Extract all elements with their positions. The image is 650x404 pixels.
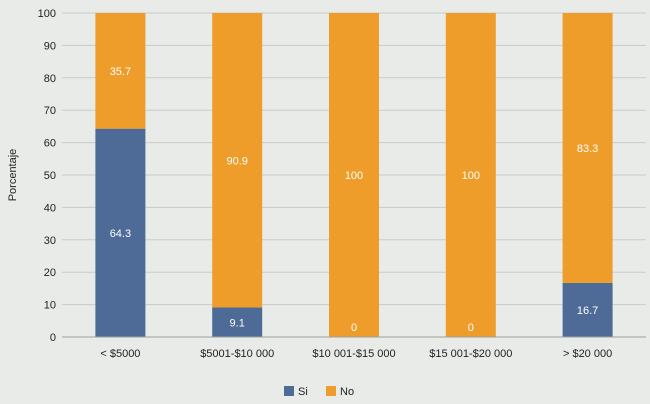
y-tick-label: 90 [44,40,56,52]
x-tick-label: > $20 000 [563,348,612,360]
bar-no [562,13,613,283]
x-tick-label: $5001-$10 000 [200,348,274,360]
legend-swatch-no [326,386,336,396]
bar-si [95,128,146,337]
y-tick-label: 70 [44,105,56,117]
y-tick-label: 100 [38,8,56,20]
legend-label-si: Si [298,386,308,398]
x-tick-label: $15 001-$20 000 [429,348,512,360]
bars [95,13,613,337]
bar-no [212,13,263,308]
legend: Si No [284,386,354,398]
data-label: 35.7 [110,66,131,78]
bar-no [95,13,146,129]
data-label: 100 [462,170,480,182]
bar-si [562,282,613,337]
y-tick-label: 60 [44,138,56,150]
y-axis-label: Porcentaje [7,149,19,202]
data-label: 0 [468,322,474,334]
data-label: 90.9 [226,155,247,167]
data-label: 9.1 [230,317,245,329]
bar-no [445,13,496,337]
y-tick-label: 20 [44,267,56,279]
y-tick-label: 10 [44,300,56,312]
x-axis-ticks: < $5000 $5001-$10 000 $10 001-$15 000 $15 0… [100,348,612,360]
y-tick-label: 50 [44,170,56,182]
y-tick-label: 40 [44,202,56,214]
legend-swatch-si [284,386,294,396]
data-label: 100 [345,170,363,182]
legend-label-no: No [340,386,354,398]
y-tick-label: 30 [44,235,56,247]
x-tick-label: < $5000 [100,348,140,360]
data-label: 16.7 [577,305,598,317]
data-label: 0 [351,322,357,334]
data-labels: 64.3 35.7 9.1 90.9 0 100 0 100 16.7 83.3 [110,66,599,334]
y-axis-ticks: 0 10 20 30 40 50 60 70 80 90 100 [38,8,56,344]
bar-no [329,13,379,337]
data-label: 83.3 [577,143,598,155]
bar-si [212,307,263,337]
x-tick-label: $10 001-$15 000 [312,348,395,360]
y-tick-label: 80 [44,73,56,85]
data-label: 64.3 [110,228,131,240]
y-tick-label: 0 [50,332,56,344]
